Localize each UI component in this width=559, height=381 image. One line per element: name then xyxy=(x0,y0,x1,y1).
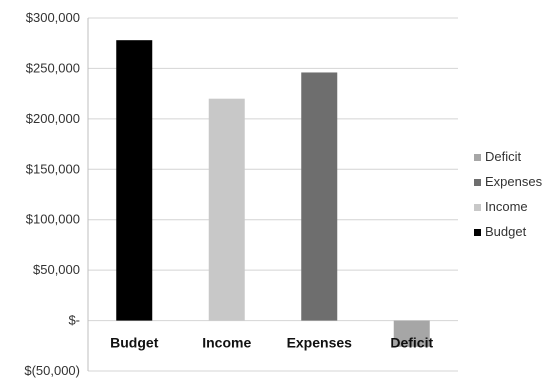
y-tick-label: $200,000 xyxy=(26,111,80,126)
bar-budget xyxy=(116,40,153,321)
category-label: Income xyxy=(202,335,251,351)
legend-swatch-budget xyxy=(474,229,481,236)
category-label: Deficit xyxy=(390,335,433,351)
y-tick-label: $150,000 xyxy=(26,161,80,176)
legend-label-deficit: Deficit xyxy=(485,149,522,164)
legend-label-expenses: Expenses xyxy=(485,174,543,189)
legend-swatch-income xyxy=(474,204,481,211)
bar-expenses xyxy=(301,72,338,321)
legend-swatch-expenses xyxy=(474,179,481,186)
y-tick-label: $- xyxy=(68,313,80,328)
legend-label-income: Income xyxy=(485,199,528,214)
y-tick-label: $250,000 xyxy=(26,60,80,75)
y-tick-label: $50,000 xyxy=(33,262,80,277)
y-tick-label: $300,000 xyxy=(26,10,80,25)
bar-deficit xyxy=(393,320,430,347)
bar-income xyxy=(208,98,245,321)
category-label: Budget xyxy=(110,335,159,351)
legend-swatch-deficit xyxy=(474,154,481,161)
category-label: Expenses xyxy=(287,335,353,351)
y-tick-label: $(50,000) xyxy=(24,363,80,378)
y-tick-label: $100,000 xyxy=(26,212,80,227)
legend-label-budget: Budget xyxy=(485,224,527,239)
